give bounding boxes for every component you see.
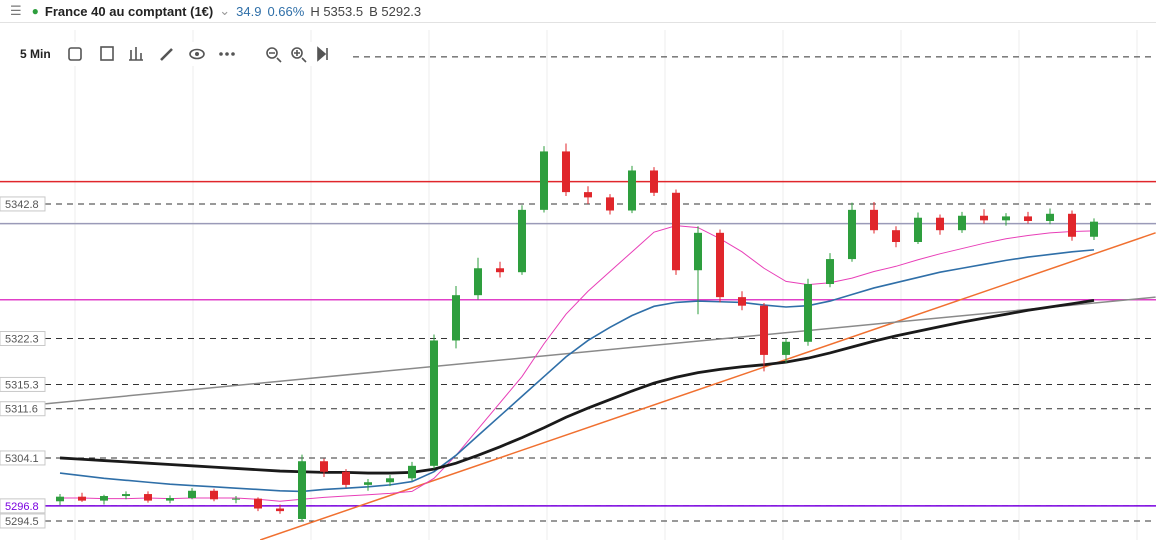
y-tick-label: 5304.1 bbox=[5, 453, 39, 465]
tick-label-box bbox=[0, 498, 46, 514]
candle-body bbox=[628, 170, 636, 211]
candle-body bbox=[584, 192, 592, 198]
candle-body bbox=[980, 215, 988, 221]
y-tick-label: 5322.3 bbox=[5, 333, 39, 345]
menu-icon[interactable]: ☰ bbox=[10, 3, 22, 18]
trend-line bbox=[259, 232, 1156, 540]
candle-body bbox=[430, 340, 438, 466]
zoom-in[interactable] bbox=[290, 47, 303, 59]
tick-label-box bbox=[0, 401, 46, 417]
candle-body bbox=[232, 498, 240, 500]
eye-icon[interactable] bbox=[188, 48, 205, 60]
candle-body bbox=[606, 197, 614, 211]
candle-body bbox=[364, 482, 372, 485]
candle-body bbox=[1024, 216, 1032, 222]
pen-icon[interactable] bbox=[159, 48, 173, 61]
instrument-name[interactable]: France 40 au comptant (1€) bbox=[44, 3, 214, 19]
candle-body bbox=[936, 217, 944, 231]
dropdown-icon[interactable]: ⌄ bbox=[219, 3, 231, 18]
header: ☰ ● France 40 au comptant (1€) ⌄ 34.9 0.… bbox=[0, 0, 1156, 23]
candle-body bbox=[540, 151, 548, 210]
candle-body bbox=[1068, 213, 1076, 237]
bars-icon[interactable] bbox=[128, 47, 143, 61]
candle-body bbox=[738, 297, 746, 306]
candle-body bbox=[298, 461, 306, 519]
high: H 5353.5 bbox=[310, 3, 364, 19]
y-tick-label: 5294.5 bbox=[5, 516, 39, 528]
bid: B 5292.3 bbox=[369, 3, 422, 19]
tick-label-box bbox=[0, 376, 46, 392]
candle-body bbox=[342, 471, 350, 485]
candle-body bbox=[892, 230, 900, 243]
y-tick-label: 5311.6 bbox=[5, 404, 38, 416]
candle-body bbox=[1090, 221, 1098, 237]
candle-body bbox=[320, 461, 328, 472]
moving-average bbox=[59, 299, 1095, 475]
status-dot: ● bbox=[31, 4, 39, 18]
y-tick-label: 5296.8 bbox=[5, 501, 39, 513]
candle-body bbox=[408, 465, 416, 479]
y-tick-label: 5315.3 bbox=[5, 379, 39, 391]
layout-icon[interactable] bbox=[99, 46, 114, 61]
play-icon[interactable] bbox=[316, 46, 328, 62]
candle-body bbox=[452, 295, 460, 341]
trend-line bbox=[0, 296, 1156, 409]
candle-body bbox=[78, 496, 86, 501]
candle-body bbox=[56, 496, 64, 502]
tick-label-box bbox=[0, 450, 46, 466]
candle-body bbox=[870, 209, 878, 231]
candle-body bbox=[716, 232, 724, 298]
candle-body bbox=[694, 232, 702, 271]
change: 34.9 bbox=[236, 3, 262, 19]
zoom-out[interactable] bbox=[265, 47, 278, 59]
candle-body bbox=[144, 494, 152, 501]
candle-body bbox=[804, 284, 812, 342]
candle-body bbox=[254, 498, 262, 509]
candle-body bbox=[848, 209, 856, 260]
change-pct: 0.66% bbox=[267, 3, 305, 19]
candle-body bbox=[914, 217, 922, 243]
candle-body bbox=[166, 497, 174, 501]
tick-label-box bbox=[0, 513, 46, 529]
tick-label-box bbox=[0, 330, 46, 346]
candle-body bbox=[496, 268, 504, 273]
candle-body bbox=[826, 259, 834, 285]
candle-body bbox=[386, 478, 394, 483]
tick-label-box bbox=[0, 196, 46, 212]
candle-body bbox=[672, 192, 680, 271]
candle-body bbox=[188, 490, 196, 498]
toolbar: 5 Min bbox=[0, 42, 351, 66]
candle-body bbox=[958, 215, 966, 231]
grid-icon[interactable] bbox=[67, 47, 82, 61]
candle-body bbox=[474, 268, 482, 296]
toolbar-icons bbox=[67, 42, 351, 66]
candle-body bbox=[1002, 216, 1010, 221]
zoom-out-icon[interactable] bbox=[277, 42, 351, 62]
candle-body bbox=[562, 151, 570, 193]
candle-body bbox=[1046, 213, 1054, 222]
interval[interactable]: 5 Min bbox=[20, 47, 51, 61]
zoom-in-icon[interactable] bbox=[268, 50, 307, 63]
candle-body bbox=[782, 341, 790, 355]
candle-body bbox=[100, 496, 108, 501]
candle-body bbox=[276, 508, 284, 512]
moving-average bbox=[59, 249, 1095, 493]
candle-body bbox=[650, 170, 658, 193]
candle-body bbox=[518, 209, 526, 273]
y-tick-label: 5342.8 bbox=[5, 199, 39, 211]
candle-body bbox=[760, 305, 768, 355]
moving-average bbox=[60, 225, 1095, 502]
candle-body bbox=[122, 494, 130, 497]
candle-body bbox=[210, 490, 218, 500]
